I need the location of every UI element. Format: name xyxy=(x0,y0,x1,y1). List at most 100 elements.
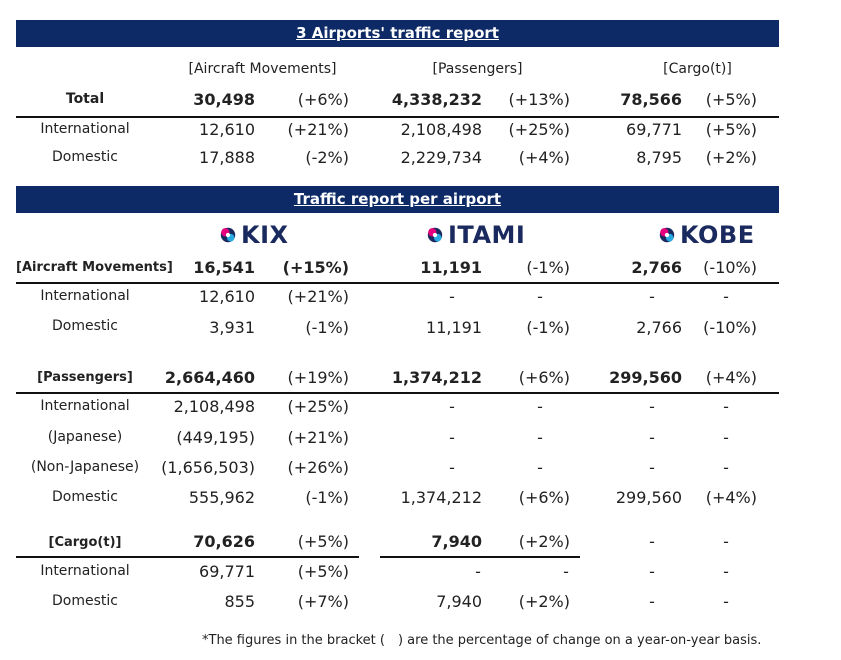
cargo-domestic-kix: 855 xyxy=(224,592,255,611)
cargo-total-kobe: - xyxy=(649,532,655,551)
summary-international-aircraft: 12,610 xyxy=(199,120,255,139)
passengers-japanese-kobe: - xyxy=(649,428,655,447)
header-cargo: [Cargo(t)] xyxy=(663,61,732,77)
summary-international-label: International xyxy=(40,121,130,137)
cargo-domestic-kix-change: (+7%) xyxy=(297,592,349,611)
aircraft-international-label: International xyxy=(40,288,130,304)
per-airport-title-banner: Traffic report per airport xyxy=(16,186,779,213)
passengers-domestic-itami-change: (+6%) xyxy=(518,488,570,507)
itami-logo: ITAMI xyxy=(426,221,525,249)
cargo-divider-right xyxy=(380,556,580,558)
kobe-logo: KOBE xyxy=(658,221,755,249)
summary-domestic-label: Domestic xyxy=(52,149,118,165)
passengers-domestic-kobe-change: (+4%) xyxy=(705,488,757,507)
passengers-international-kix: 2,108,498 xyxy=(173,397,255,416)
passengers-japanese-kix: (449,195) xyxy=(176,428,255,447)
aircraft-domestic-kix: 3,931 xyxy=(209,318,255,337)
cargo-divider-left xyxy=(16,556,359,558)
summary-total-passengers: 4,338,232 xyxy=(391,90,482,109)
kix-logo: KIX xyxy=(219,221,289,249)
summary-domestic-aircraft: 17,888 xyxy=(199,148,255,167)
passengers-international-itami: - xyxy=(449,397,455,416)
passengers-international-itami-change: - xyxy=(537,397,543,416)
aircraft-total-kix-change: (+15%) xyxy=(282,258,349,277)
passengers-japanese-kix-change: (+21%) xyxy=(287,428,349,447)
footnote: *The figures in the bracket ( ) are the … xyxy=(202,633,762,648)
summary-total-cargo-change: (+5%) xyxy=(705,90,757,109)
cargo-domestic-label: Domestic xyxy=(52,593,118,609)
passengers-domestic-itami: 1,374,212 xyxy=(400,488,482,507)
cargo-international-kobe-change: - xyxy=(723,562,729,581)
summary-total-cargo: 78,566 xyxy=(620,90,682,109)
passengers-divider xyxy=(16,392,779,394)
summary-domestic-cargo-change: (+2%) xyxy=(705,148,757,167)
passengers-japanese-label: (Japanese) xyxy=(47,429,123,445)
summary-international-cargo-change: (+5%) xyxy=(705,120,757,139)
kobe-logo-mark-icon xyxy=(659,227,675,243)
cargo-total-itami: 7,940 xyxy=(431,532,482,551)
passengers-total-itami: 1,374,212 xyxy=(391,368,482,387)
passengers-section-header: [Passengers] xyxy=(37,370,133,385)
passengers-non-japanese-itami-change: - xyxy=(537,458,543,477)
passengers-total-itami-change: (+6%) xyxy=(518,368,570,387)
aircraft-section-header: [Aircraft Movements] xyxy=(16,260,173,275)
cargo-section-header: [Cargo(t)] xyxy=(48,535,122,550)
aircraft-international-kix: 12,610 xyxy=(199,287,255,306)
summary-international-cargo: 69,771 xyxy=(626,120,682,139)
per-airport-title: Traffic report per airport xyxy=(293,190,502,208)
aircraft-international-kix-change: (+21%) xyxy=(287,287,349,306)
summary-domestic-passengers: 2,229,734 xyxy=(400,148,482,167)
cargo-international-kobe: - xyxy=(649,562,655,581)
cargo-international-itami-change: - xyxy=(563,562,569,581)
passengers-japanese-kobe-change: - xyxy=(723,428,729,447)
aircraft-international-itami: - xyxy=(449,287,455,306)
summary-domestic-passengers-change: (+4%) xyxy=(518,148,570,167)
passengers-non-japanese-label: (Non-Japanese) xyxy=(30,459,140,475)
passengers-international-kix-change: (+25%) xyxy=(287,397,349,416)
summary-title-banner: 3 Airports' traffic report xyxy=(16,20,779,47)
cargo-international-label: International xyxy=(40,563,130,579)
cargo-international-itami: - xyxy=(475,562,481,581)
aircraft-domestic-kix-change: (-1%) xyxy=(305,318,349,337)
aircraft-total-kobe-change: (-10%) xyxy=(703,258,757,277)
summary-international-passengers-change: (+25%) xyxy=(508,120,570,139)
aircraft-total-itami-change: (-1%) xyxy=(526,258,570,277)
passengers-non-japanese-kix: (1,656,503) xyxy=(161,458,255,477)
cargo-total-kix: 70,626 xyxy=(193,532,255,551)
itami-logo-text: ITAMI xyxy=(448,221,526,249)
header-passengers: [Passengers] xyxy=(432,61,523,77)
summary-domestic-aircraft-change: (-2%) xyxy=(305,148,349,167)
aircraft-international-kobe-change: - xyxy=(723,287,729,306)
passengers-non-japanese-kobe: - xyxy=(649,458,655,477)
cargo-domestic-kobe: - xyxy=(649,592,655,611)
passengers-domestic-kobe: 299,560 xyxy=(615,488,682,507)
aircraft-domestic-kobe-change: (-10%) xyxy=(703,318,757,337)
cargo-total-kobe-change: - xyxy=(723,532,729,551)
passengers-international-kobe: - xyxy=(649,397,655,416)
summary-domestic-cargo: 8,795 xyxy=(636,148,682,167)
passengers-total-kobe-change: (+4%) xyxy=(705,368,757,387)
aircraft-international-kobe: - xyxy=(649,287,655,306)
aircraft-total-itami: 11,191 xyxy=(420,258,482,277)
passengers-domestic-label: Domestic xyxy=(52,489,118,505)
aircraft-international-itami-change: - xyxy=(537,287,543,306)
itami-logo-mark-icon xyxy=(427,227,443,243)
aircraft-total-kobe: 2,766 xyxy=(631,258,682,277)
passengers-non-japanese-kix-change: (+26%) xyxy=(287,458,349,477)
kix-logo-text: KIX xyxy=(241,221,289,249)
kix-logo-mark-icon xyxy=(220,227,236,243)
aircraft-domestic-itami-change: (-1%) xyxy=(526,318,570,337)
passengers-domestic-kix: 555,962 xyxy=(188,488,255,507)
cargo-total-kix-change: (+5%) xyxy=(297,532,349,551)
cargo-international-kix-change: (+5%) xyxy=(297,562,349,581)
passengers-non-japanese-itami: - xyxy=(449,458,455,477)
passengers-non-japanese-kobe-change: - xyxy=(723,458,729,477)
cargo-domestic-kobe-change: - xyxy=(723,592,729,611)
passengers-domestic-kix-change: (-1%) xyxy=(305,488,349,507)
passengers-total-kix-change: (+19%) xyxy=(287,368,349,387)
passengers-japanese-itami: - xyxy=(449,428,455,447)
cargo-domestic-itami: 7,940 xyxy=(436,592,482,611)
aircraft-domestic-label: Domestic xyxy=(52,318,118,334)
aircraft-divider xyxy=(16,282,779,284)
summary-total-aircraft-change: (+6%) xyxy=(297,90,349,109)
